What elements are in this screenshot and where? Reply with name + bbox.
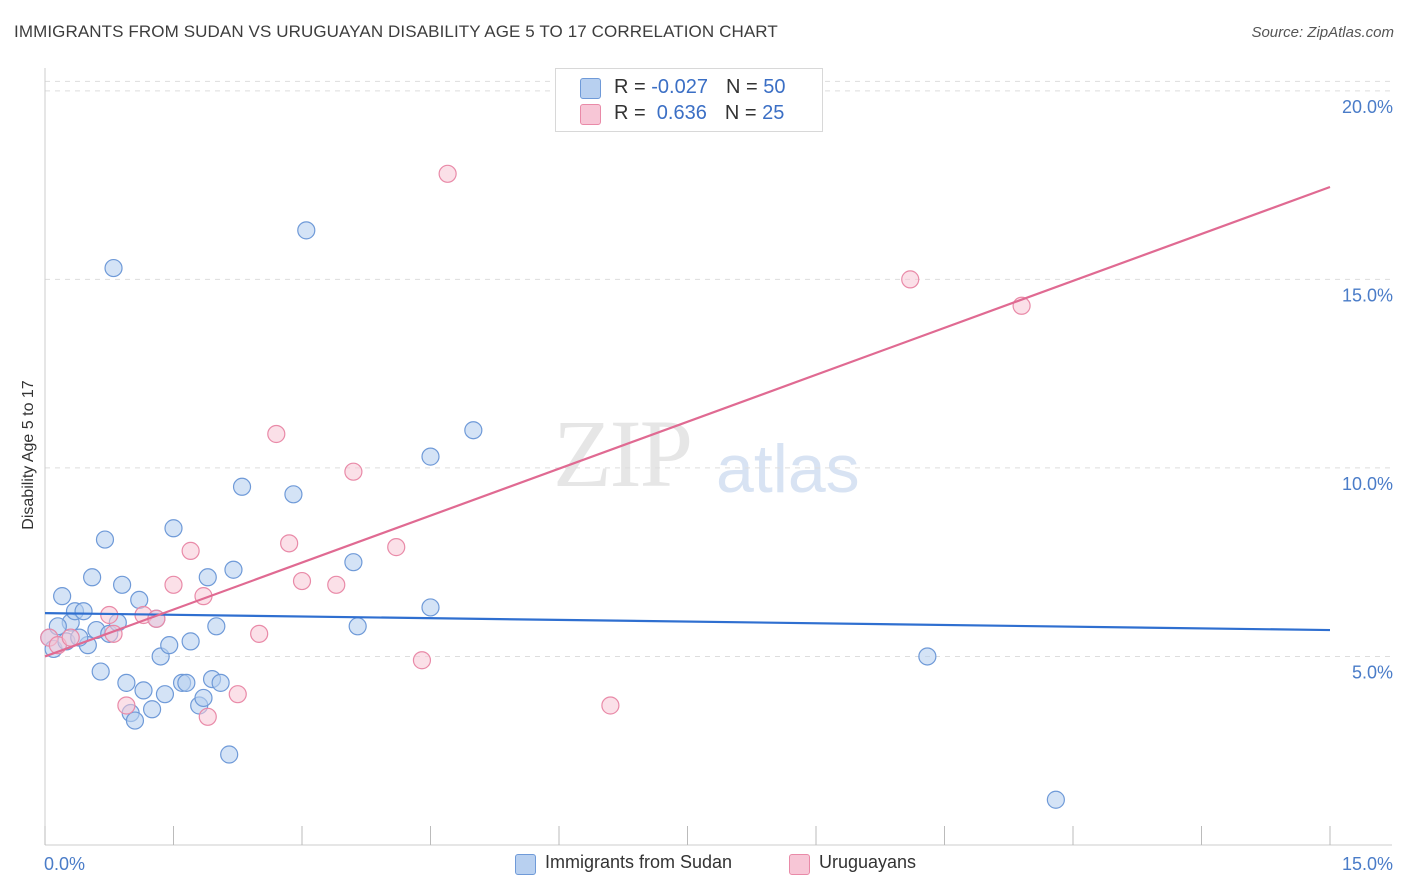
point-sudan <box>181 632 200 651</box>
point-uruguayans <box>387 538 406 557</box>
point-sudan <box>112 575 132 594</box>
point-uruguayans <box>117 696 136 715</box>
point-uruguayans <box>181 541 200 560</box>
point-sudan <box>224 560 243 579</box>
point-uruguayans <box>344 462 363 481</box>
tick-labels: 5.0% 10.0% 15.0% 20.0% 0.0% 15.0% <box>44 97 1393 874</box>
point-sudan <box>164 519 183 538</box>
y-tick-label: 20.0% <box>1342 97 1393 117</box>
legend-r-value: 0.636 <box>651 102 707 124</box>
y-tick-label: 5.0% <box>1352 662 1393 682</box>
bottom-legend-label-sudan: Immigrants from Sudan <box>545 852 733 872</box>
legend-swatch-pink <box>580 104 601 125</box>
point-sudan <box>297 221 316 240</box>
y-tick-label: 15.0% <box>1342 285 1393 305</box>
legend-r-value: -0.027 <box>651 76 708 98</box>
point-sudan <box>130 590 149 610</box>
trend-line-sudan <box>44 612 1331 632</box>
point-uruguayans <box>280 534 299 553</box>
chart-title: IMMIGRANTS FROM SUDAN VS URUGUAYAN DISAB… <box>14 22 778 41</box>
point-uruguayans <box>292 571 312 591</box>
legend-n-value: 25 <box>762 102 785 124</box>
point-uruguayans <box>228 685 247 704</box>
point-uruguayans <box>198 707 217 726</box>
x-tick-label: 0.0% <box>44 854 85 874</box>
chart-source: Source: ZipAtlas.com <box>1251 24 1394 41</box>
point-sudan <box>53 587 72 606</box>
watermark-zip: ZIP <box>553 400 693 507</box>
y-tick-label: 10.0% <box>1342 474 1393 494</box>
point-sudan <box>142 700 162 719</box>
point-uruguayans <box>901 270 920 289</box>
point-sudan <box>117 673 136 692</box>
legend-r-label: R = <box>614 76 652 98</box>
point-sudan <box>421 447 440 466</box>
point-sudan <box>211 673 230 692</box>
legend-n-label: N = <box>725 76 764 98</box>
bottom-legend-label-uruguayans: Uruguayans <box>819 852 917 872</box>
point-uruguayans <box>267 424 286 444</box>
point-sudan <box>134 681 153 700</box>
point-sudan <box>464 421 483 440</box>
bottom-legend-swatch-blue <box>515 854 536 875</box>
point-sudan <box>125 711 145 730</box>
trend-line-uruguayans <box>44 185 1331 658</box>
point-sudan <box>344 553 363 572</box>
y-axis-label: Disability Age 5 to 17 <box>20 380 37 530</box>
point-sudan <box>104 258 123 278</box>
x-tick-label: 15.0% <box>1342 854 1393 874</box>
point-sudan <box>95 530 115 549</box>
point-uruguayans <box>327 575 346 594</box>
point-uruguayans <box>250 624 269 643</box>
point-sudan <box>160 636 179 655</box>
point-sudan <box>348 617 367 636</box>
grid-lines <box>45 80 1392 657</box>
series-sudan-points <box>40 221 1065 809</box>
point-sudan <box>1046 790 1065 809</box>
point-uruguayans <box>438 164 457 183</box>
legend-n-value: 50 <box>763 76 786 98</box>
axes <box>44 68 1392 846</box>
watermark-atlas: atlas <box>716 431 860 507</box>
bottom-legend-swatch-pink <box>789 854 810 875</box>
legend-swatch-blue <box>580 78 601 99</box>
point-sudan <box>198 568 217 587</box>
point-uruguayans <box>164 575 183 594</box>
legend-n-label: N = <box>724 102 763 124</box>
point-uruguayans <box>601 696 620 715</box>
point-sudan <box>194 688 213 708</box>
correlation-legend: R = -0.027 N = 50 R = 0.636 N = 25 <box>555 68 823 132</box>
point-sudan <box>83 568 102 587</box>
point-sudan <box>918 647 937 666</box>
point-sudan <box>220 745 239 764</box>
point-uruguayans <box>61 628 80 647</box>
point-uruguayans <box>412 651 432 670</box>
point-sudan <box>74 602 93 621</box>
point-sudan <box>155 685 175 704</box>
point-sudan <box>207 617 226 636</box>
trend-lines <box>44 185 1331 658</box>
point-sudan <box>284 485 303 504</box>
point-sudan <box>177 673 196 692</box>
point-sudan <box>232 477 252 496</box>
point-sudan <box>91 662 110 681</box>
point-sudan <box>421 598 440 617</box>
series-uruguayans-points <box>40 164 1031 726</box>
legend-r-label: R = <box>614 102 652 124</box>
